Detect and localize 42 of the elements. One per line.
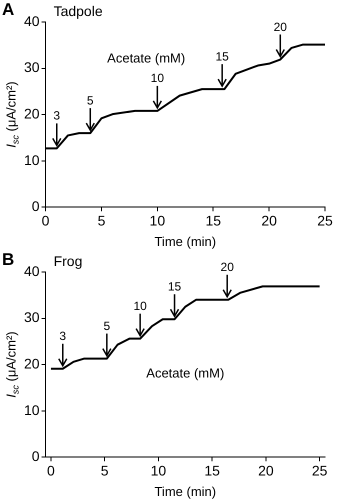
- annotation: 20: [220, 260, 234, 274]
- annotation: 15: [215, 49, 230, 64]
- x-axis-title: Time (min): [154, 484, 216, 500]
- x-tick-label: 25: [312, 462, 328, 478]
- x-tick-label: 10: [150, 462, 166, 478]
- y-axis-title: Isc (μA/cm²): [4, 331, 20, 398]
- y-tick-label: 30: [24, 59, 40, 76]
- x-tick-label: 15: [205, 212, 222, 228]
- y-tick-label: 40: [24, 262, 40, 279]
- y-axis-title: Isc (μA/cm²): [4, 81, 20, 148]
- chart-title: Tadpole: [54, 2, 103, 19]
- y-tick-label: 30: [24, 309, 40, 326]
- x-axis-title: Time (min): [154, 234, 216, 250]
- annotation: 5: [103, 318, 110, 333]
- annotation: Acetate (mM): [146, 365, 224, 380]
- x-tick-label: 25: [317, 212, 333, 228]
- x-tick-label: 10: [150, 212, 166, 228]
- y-tick-label: 40: [24, 12, 40, 29]
- x-tick-label: 15: [204, 462, 220, 478]
- x-tick-label: 5: [98, 212, 106, 228]
- x-tick-label: 0: [42, 212, 50, 228]
- annotation: 10: [133, 298, 148, 313]
- y-tick-label: 0: [32, 198, 40, 214]
- y-tick-label: 0: [32, 448, 40, 464]
- annotation: 10: [150, 71, 164, 86]
- annotation: 3: [59, 329, 66, 344]
- annotation: 3: [53, 108, 60, 123]
- annotation: 20: [274, 20, 288, 34]
- annotation: 5: [86, 93, 94, 108]
- y-tick-label: 10: [24, 152, 40, 168]
- x-tick-label: 0: [47, 462, 56, 478]
- x-tick-label: 5: [100, 462, 109, 478]
- annotation: Acetate (mM): [107, 50, 186, 66]
- chart-title: Frog: [54, 252, 82, 269]
- text: B: [2, 250, 14, 270]
- annotation: 15: [168, 280, 182, 294]
- text: A: [2, 0, 14, 20]
- y-tick-label: 20: [24, 105, 40, 122]
- x-tick-label: 20: [258, 462, 274, 478]
- y-tick-label: 20: [24, 355, 40, 372]
- x-tick-label: 20: [261, 212, 278, 228]
- y-tick-label: 10: [24, 402, 40, 418]
